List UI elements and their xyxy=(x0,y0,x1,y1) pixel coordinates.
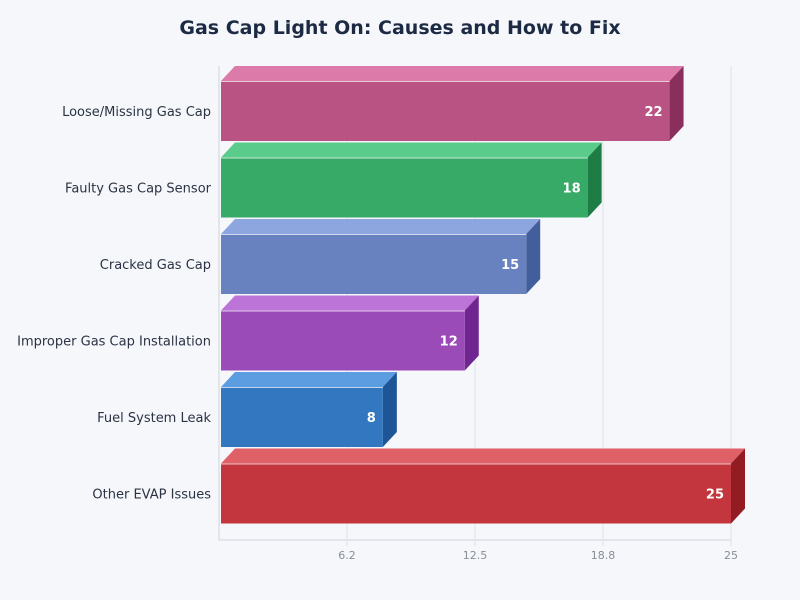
bars: 22 18 15 12 8 25 xyxy=(221,66,745,524)
bar-top-face xyxy=(221,448,745,464)
bar-front-face xyxy=(221,234,527,294)
data-label: 15 xyxy=(501,258,519,273)
category-label: Cracked Gas Cap xyxy=(100,258,211,273)
bar: 18 xyxy=(221,142,602,218)
bar-side-face xyxy=(464,295,479,371)
chart-title: Gas Cap Light On: Causes and How to Fix xyxy=(179,17,620,39)
bar: 22 xyxy=(221,66,684,141)
bar-top-face xyxy=(221,142,602,158)
data-label: 25 xyxy=(706,488,724,503)
bar-top-face xyxy=(221,66,684,81)
x-axis-ticks: 6.2 12.5 18.8 25 xyxy=(338,549,738,562)
category-label: Other EVAP Issues xyxy=(92,488,211,503)
bar-front-face xyxy=(221,463,731,524)
bar: 8 xyxy=(221,372,397,447)
bar-top-face xyxy=(221,295,479,311)
category-label: Fuel System Leak xyxy=(97,411,211,426)
x-tick-label: 12.5 xyxy=(463,549,488,562)
bar-side-face xyxy=(382,372,397,447)
bar-front-face xyxy=(221,81,670,141)
data-label: 18 xyxy=(563,182,581,197)
data-label: 12 xyxy=(440,335,458,350)
bar-top-face xyxy=(221,372,397,387)
category-label: Loose/Missing Gas Cap xyxy=(62,105,211,120)
category-label: Faulty Gas Cap Sensor xyxy=(65,182,212,197)
category-label: Improper Gas Cap Installation xyxy=(17,335,211,350)
y-axis-labels: Loose/Missing Gas Cap Faulty Gas Cap Sens… xyxy=(17,105,212,503)
bar-front-face xyxy=(221,387,383,447)
bar-side-face xyxy=(526,219,541,294)
bar-side-face xyxy=(731,448,745,524)
bar-front-face xyxy=(221,310,465,371)
data-label: 8 xyxy=(367,411,376,426)
bar: 15 xyxy=(221,219,541,294)
data-label: 22 xyxy=(644,105,662,120)
bar-side-face xyxy=(587,142,602,218)
bar-side-face xyxy=(669,66,684,141)
bar: 25 xyxy=(221,448,745,524)
bar-top-face xyxy=(221,219,541,234)
x-tick-label: 6.2 xyxy=(338,549,356,562)
x-tick-label: 25 xyxy=(724,549,738,562)
bar-front-face xyxy=(221,157,588,218)
bar: 12 xyxy=(221,295,479,371)
x-tick-label: 18.8 xyxy=(591,549,616,562)
